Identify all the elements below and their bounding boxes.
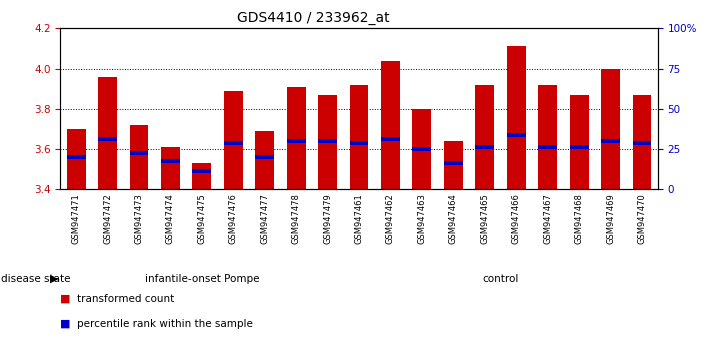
Text: GSM947469: GSM947469	[606, 193, 615, 244]
Bar	[67, 155, 85, 159]
Bar	[319, 139, 337, 143]
Bar	[129, 125, 149, 189]
Text: GSM947468: GSM947468	[574, 193, 584, 244]
Bar	[255, 131, 274, 189]
Text: GSM947471: GSM947471	[72, 193, 80, 244]
Bar	[224, 141, 242, 145]
Bar	[350, 85, 368, 189]
Bar	[67, 129, 85, 189]
Bar	[287, 87, 306, 189]
Bar	[255, 155, 274, 159]
Text: GSM947466: GSM947466	[512, 193, 520, 244]
Bar	[161, 147, 180, 189]
Bar	[381, 61, 400, 189]
Bar	[193, 170, 211, 173]
Bar	[224, 91, 242, 189]
Bar	[570, 145, 589, 149]
Text: GSM947463: GSM947463	[417, 193, 427, 244]
Bar	[193, 163, 211, 189]
Bar	[412, 147, 432, 151]
Text: GSM947472: GSM947472	[103, 193, 112, 244]
Text: infantile-onset Pompe: infantile-onset Pompe	[144, 274, 259, 284]
Bar	[601, 69, 620, 189]
Bar	[476, 85, 494, 189]
Text: GSM947467: GSM947467	[543, 193, 552, 244]
Text: GSM947476: GSM947476	[229, 193, 237, 244]
Bar	[601, 139, 620, 143]
Text: GSM947464: GSM947464	[449, 193, 458, 244]
Text: GSM947465: GSM947465	[481, 193, 489, 244]
Text: GSM947478: GSM947478	[292, 193, 301, 244]
Bar	[476, 145, 494, 149]
Bar	[287, 139, 306, 143]
Bar	[98, 137, 117, 141]
Text: GSM947461: GSM947461	[355, 193, 363, 244]
Text: control: control	[482, 274, 519, 284]
Bar	[570, 95, 589, 189]
Text: percentile rank within the sample: percentile rank within the sample	[77, 319, 252, 329]
Bar	[633, 95, 651, 189]
Text: GSM947473: GSM947473	[134, 193, 144, 244]
Bar	[129, 152, 149, 155]
Text: GSM947474: GSM947474	[166, 193, 175, 244]
Bar	[412, 109, 432, 189]
Text: disease state: disease state	[1, 274, 71, 284]
Text: GSM947479: GSM947479	[323, 193, 332, 244]
Bar	[538, 145, 557, 149]
Text: GDS4410 / 233962_at: GDS4410 / 233962_at	[237, 11, 389, 25]
Bar	[444, 141, 463, 189]
Text: ■: ■	[60, 319, 71, 329]
Text: transformed count: transformed count	[77, 294, 174, 304]
Text: GSM947477: GSM947477	[260, 193, 269, 244]
Bar	[507, 133, 525, 137]
Text: ▶: ▶	[50, 274, 58, 284]
Bar	[350, 141, 368, 145]
Bar	[161, 159, 180, 163]
Text: GSM947462: GSM947462	[386, 193, 395, 244]
Text: GSM947475: GSM947475	[198, 193, 206, 244]
Bar	[381, 137, 400, 141]
Bar	[319, 95, 337, 189]
Text: GSM947470: GSM947470	[638, 193, 646, 244]
Bar	[507, 46, 525, 189]
Text: ■: ■	[60, 294, 71, 304]
Bar	[633, 141, 651, 145]
Bar	[444, 161, 463, 165]
Bar	[98, 77, 117, 189]
Bar	[538, 85, 557, 189]
